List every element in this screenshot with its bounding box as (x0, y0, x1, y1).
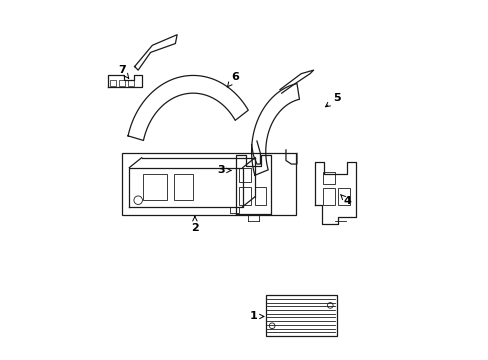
Bar (173, 174, 193, 199)
Bar (119, 80, 125, 86)
Bar (143, 174, 166, 199)
Bar (323, 188, 335, 205)
Text: 3: 3 (217, 166, 231, 175)
Bar (239, 187, 250, 205)
Text: 5: 5 (325, 94, 340, 107)
Bar (110, 80, 116, 86)
Bar (338, 188, 350, 205)
Bar (323, 172, 335, 184)
Text: 4: 4 (340, 194, 350, 206)
Text: 1: 1 (249, 311, 264, 321)
Bar (255, 187, 266, 205)
Bar (265, 295, 336, 336)
Text: 6: 6 (226, 72, 239, 87)
Bar (127, 80, 134, 86)
Text: 7: 7 (118, 65, 128, 78)
Text: 2: 2 (191, 216, 198, 233)
Bar (239, 168, 250, 182)
Bar (122, 153, 295, 215)
